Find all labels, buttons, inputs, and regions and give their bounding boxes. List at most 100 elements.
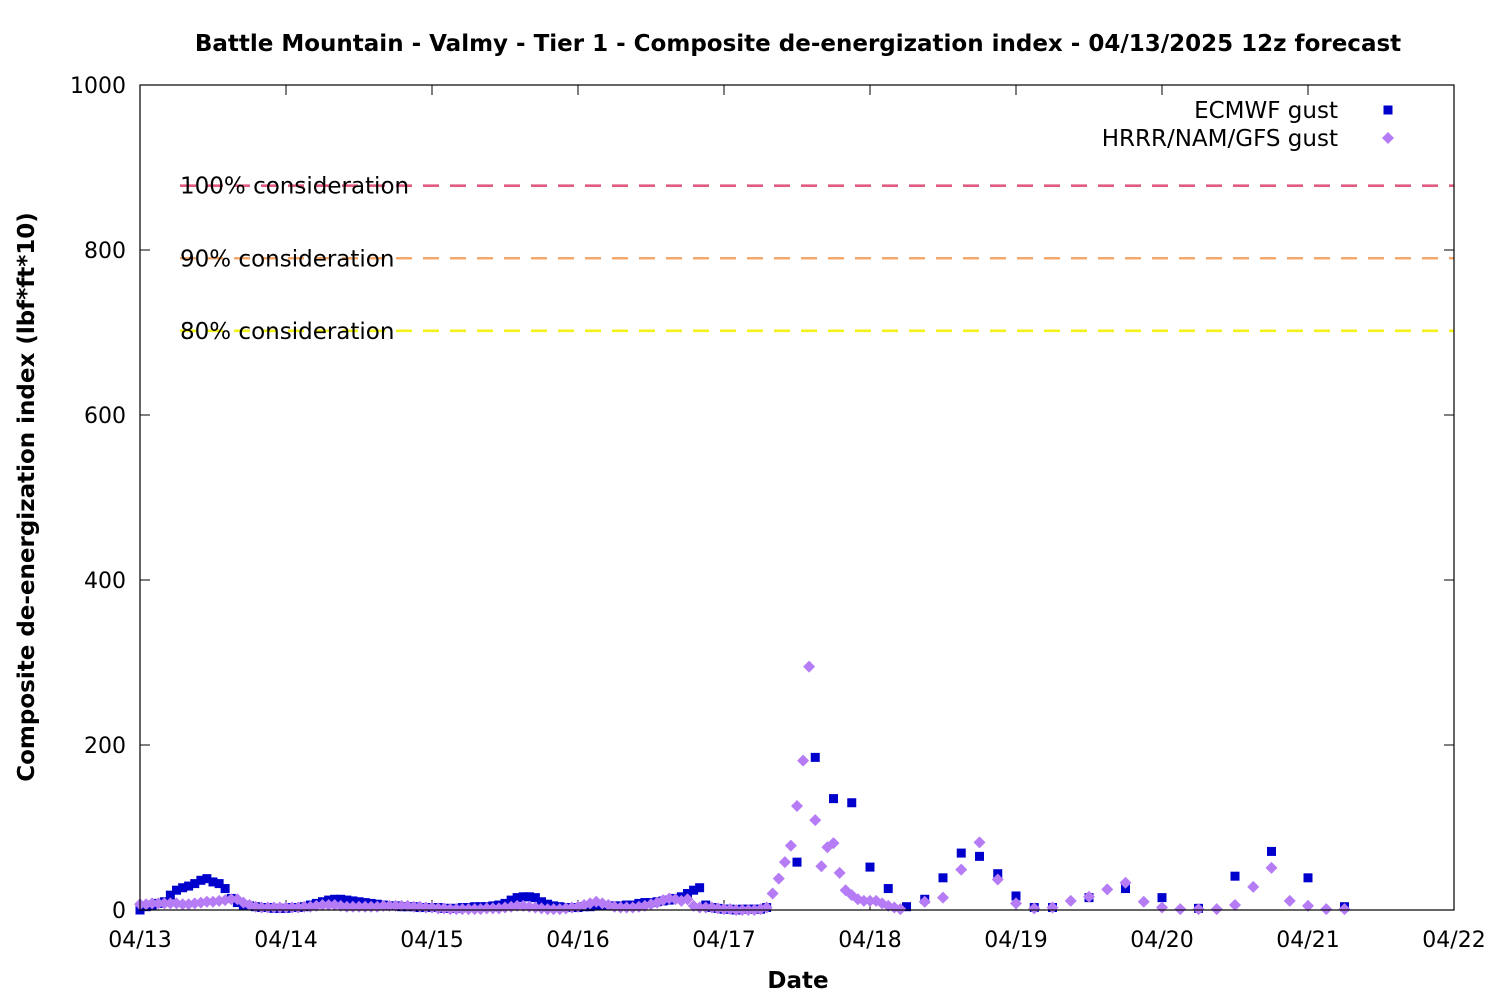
x-tick-label: 04/15 (400, 928, 463, 953)
data-point (1174, 903, 1187, 916)
chart-title: Battle Mountain - Valmy - Tier 1 - Compo… (195, 31, 1401, 57)
data-point (200, 895, 213, 908)
legend-marker (1382, 132, 1394, 144)
data-point (1064, 894, 1077, 907)
y-tick-label: 600 (84, 404, 126, 429)
data-point (1247, 880, 1260, 893)
data-point (1028, 902, 1041, 915)
data-point (172, 885, 181, 895)
x-tick-label: 04/21 (1276, 928, 1339, 953)
x-tick-label: 04/17 (692, 928, 755, 953)
data-point (695, 883, 705, 893)
data-point (797, 754, 810, 767)
data-point (342, 895, 352, 905)
data-point (336, 894, 346, 904)
data-point (190, 879, 200, 889)
data-point (389, 899, 402, 912)
data-point (829, 794, 838, 804)
data-point (827, 837, 840, 850)
data-point (1157, 893, 1167, 903)
x-tick-label: 04/19 (984, 928, 1047, 953)
data-point (902, 902, 911, 912)
data-point (214, 879, 224, 889)
data-point (1265, 861, 1278, 874)
x-tick-label: 04/13 (108, 928, 171, 953)
data-point (524, 892, 534, 902)
data-point (462, 903, 475, 916)
data-point (718, 903, 730, 916)
data-point (956, 848, 966, 858)
data-point (1283, 894, 1296, 907)
legend-entry-label: ECMWF gust (1194, 98, 1338, 124)
data-point (184, 881, 194, 891)
data-point (1230, 871, 1240, 881)
data-point (766, 887, 779, 900)
data-point (1303, 873, 1313, 883)
data-point (146, 897, 159, 910)
data-point (165, 890, 175, 900)
data-point (857, 894, 870, 907)
data-point (530, 893, 540, 903)
data-point (1010, 897, 1022, 910)
data-point (1119, 876, 1132, 889)
x-tick-label: 04/20 (1130, 928, 1193, 953)
data-point (883, 884, 893, 894)
data-point (991, 873, 1004, 886)
data-point (225, 893, 238, 906)
y-tick-label: 0 (112, 899, 126, 924)
data-point (784, 839, 797, 852)
data-point (938, 873, 948, 883)
data-point (512, 893, 522, 903)
data-point (547, 903, 560, 916)
y-tick-label: 800 (84, 239, 126, 264)
axis-ticks: 04/13 04/14 04/15 04/16 04/17 04/18 04/19 04/20… (70, 74, 1486, 953)
data-point (847, 798, 857, 808)
data-point (1011, 891, 1021, 901)
data-point (815, 860, 828, 873)
data-point (681, 893, 694, 906)
data-point (1302, 899, 1314, 912)
data-point (791, 800, 803, 813)
data-point (810, 752, 820, 762)
x-axis-label: Date (767, 968, 828, 994)
data-point (973, 836, 986, 849)
data-point (975, 851, 984, 861)
data-point (178, 883, 188, 893)
data-point (316, 899, 329, 912)
x-tick-label: 04/22 (1422, 928, 1485, 953)
data-point (955, 863, 968, 876)
data-point (689, 885, 699, 895)
y-tick-label: 1000 (70, 74, 126, 99)
data-point (865, 862, 875, 872)
data-point (1137, 895, 1150, 908)
y-tick-label: 400 (84, 569, 126, 594)
x-tick-label: 04/14 (254, 928, 317, 953)
data-point (1338, 903, 1351, 916)
data-point (778, 856, 791, 869)
data-point (152, 897, 165, 910)
data-point (1083, 890, 1095, 903)
data-point (164, 897, 177, 910)
x-tick-label: 04/16 (546, 928, 609, 953)
data-point (803, 660, 816, 673)
data-point (1229, 899, 1241, 912)
y-axis-label: Composite de-energization index (lbf*ft*… (14, 212, 40, 782)
threshold-label: 100% consideration (180, 174, 409, 200)
plot-frame (139, 84, 1455, 911)
data-point (1192, 903, 1205, 916)
data-point (196, 875, 206, 885)
data-point (1267, 846, 1276, 856)
data-point (1320, 903, 1333, 916)
data-point (208, 877, 218, 887)
data-point (809, 814, 822, 827)
threshold-label: 90% consideration (180, 246, 394, 272)
data-point (506, 895, 516, 905)
data-point (1210, 903, 1223, 916)
data-point (220, 884, 230, 894)
data-point (383, 899, 396, 912)
data-point (937, 891, 949, 904)
data-point (518, 892, 528, 902)
